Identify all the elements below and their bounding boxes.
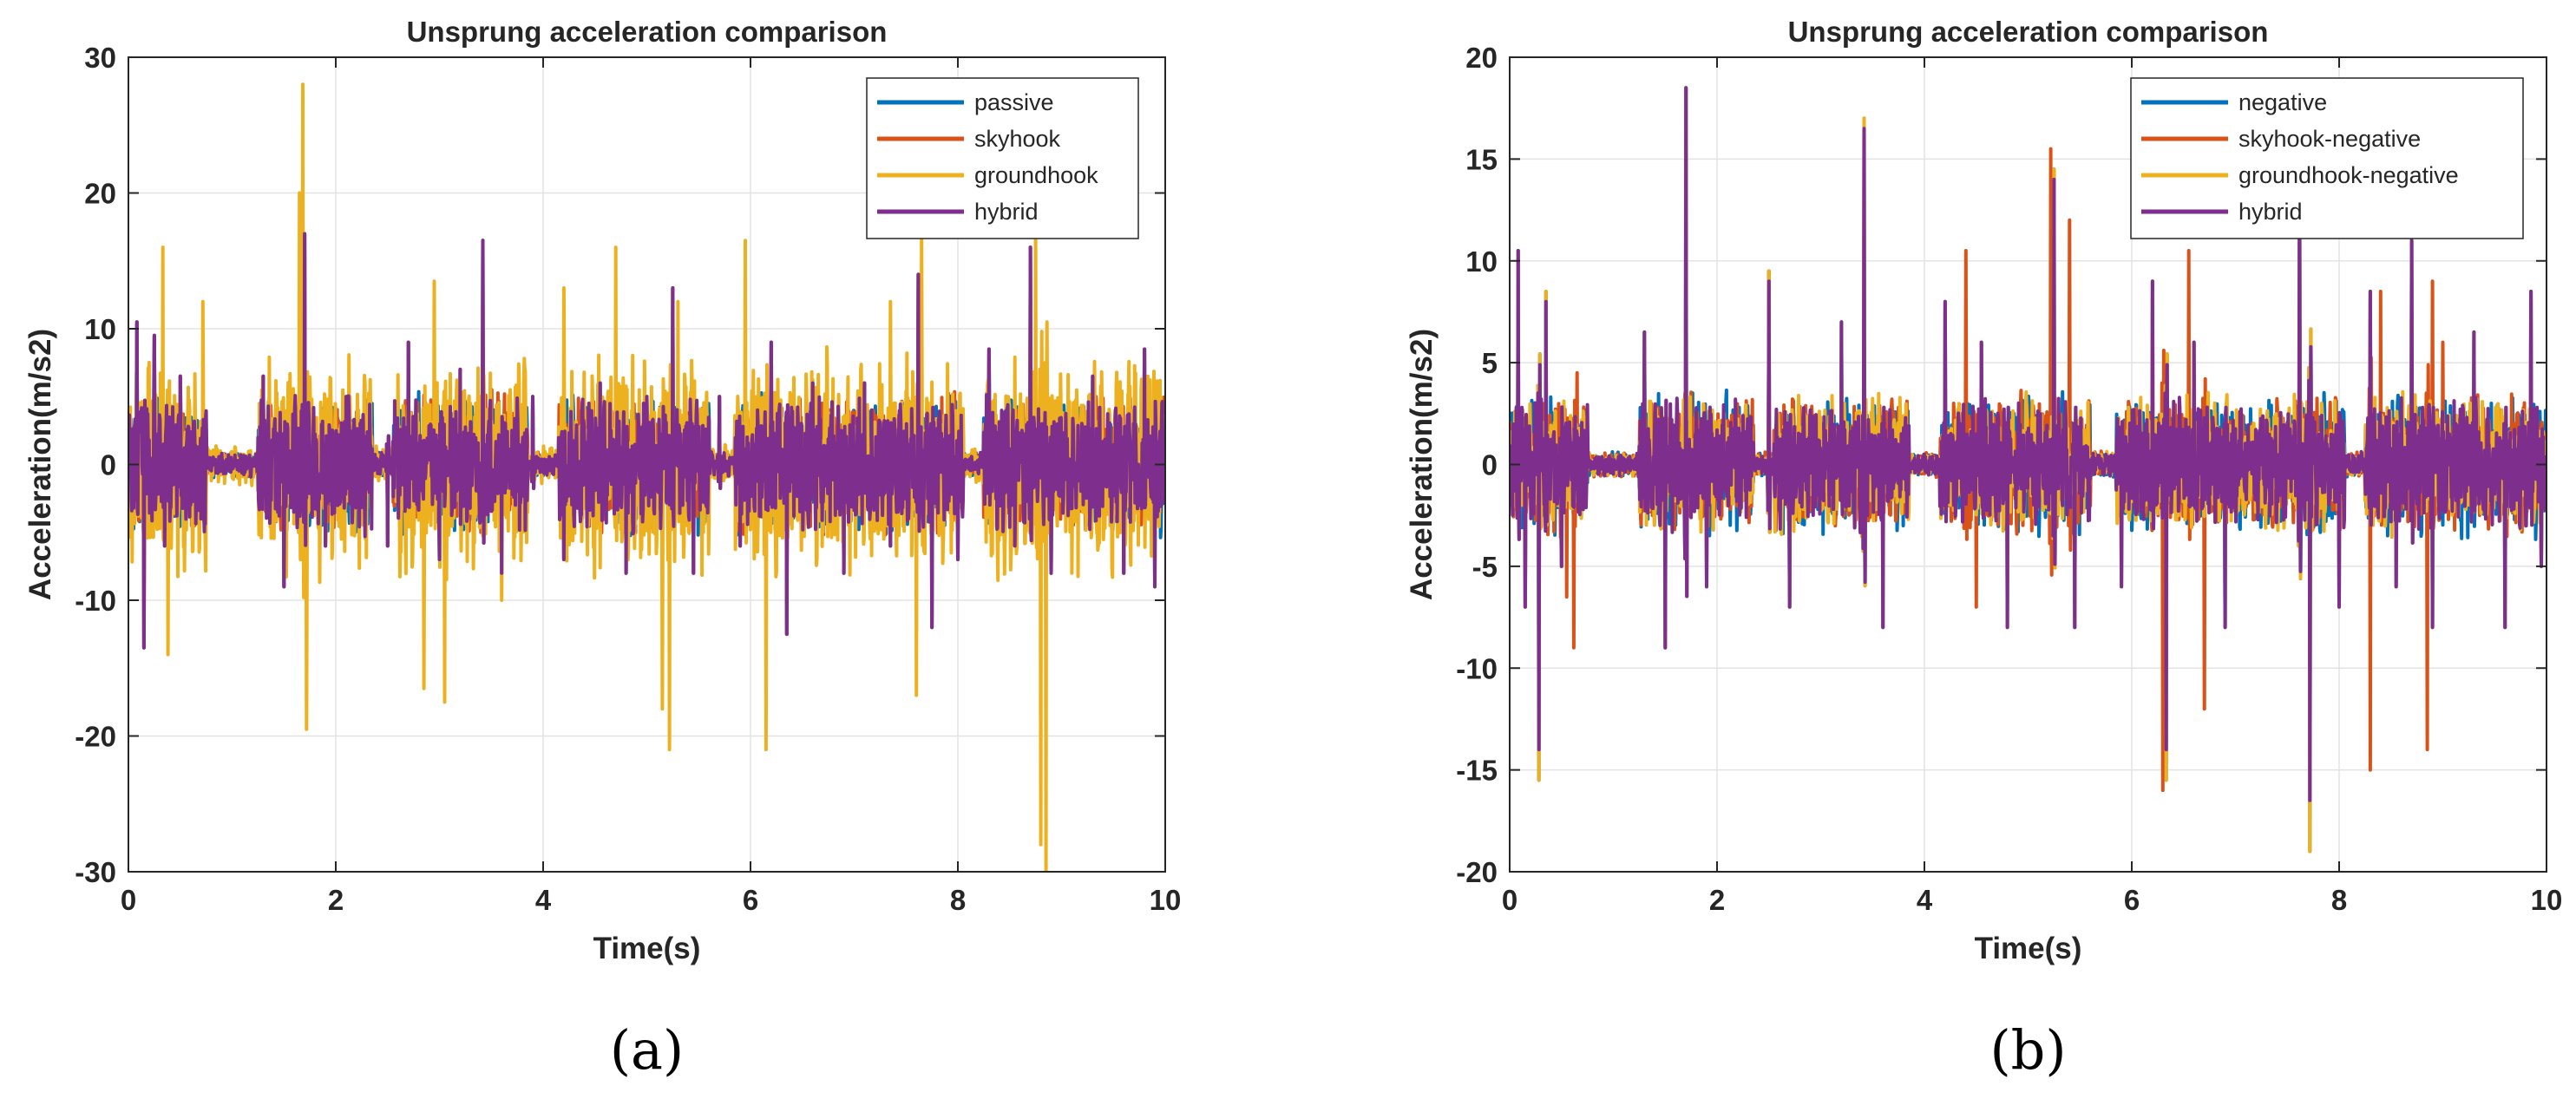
legend-label-groundhook: groundhook: [974, 162, 1098, 188]
x-tick-label: 6: [2124, 884, 2140, 916]
series-line-hybrid: [1510, 86, 2547, 802]
x-axis-label: Time(s): [593, 932, 701, 965]
y-tick-label: -15: [1456, 755, 1498, 787]
y-tick-label: -10: [75, 585, 116, 617]
series-group: [1510, 86, 2547, 854]
legend-label-groundhook-negative: groundhook-negative: [2238, 162, 2459, 188]
panel-caption: (b): [1989, 1018, 2066, 1082]
x-tick-label: 10: [2531, 884, 2563, 916]
y-axis-label: Acceleration(m/s2): [23, 329, 57, 600]
y-tick-label: 10: [84, 313, 116, 345]
legend-label-hybrid: hybrid: [974, 199, 1039, 225]
y-tick-label: 30: [84, 42, 116, 74]
series-group: [128, 82, 1165, 872]
legend-label-skyhook-negative: skyhook-negative: [2238, 126, 2421, 152]
y-tick-label: 15: [1465, 143, 1498, 175]
x-tick-label: 8: [950, 884, 966, 916]
legend: passive skyhook groundhook hybrid: [866, 77, 1139, 239]
x-tick-label: 4: [535, 884, 552, 916]
series-line-hybrid: [128, 232, 1165, 650]
legend: negative skyhook-negative groundhook-negat…: [2130, 77, 2524, 239]
legend-label-skyhook: skyhook: [974, 126, 1061, 152]
legend-label-negative: negative: [2238, 89, 2327, 115]
x-tick-label: 6: [743, 884, 758, 916]
x-tick-label: 8: [2331, 884, 2347, 916]
legend-label-passive: passive: [974, 89, 1054, 115]
y-tick-label: 20: [1465, 42, 1498, 74]
y-tick-label: -20: [1456, 856, 1498, 888]
x-axis-label: Time(s): [1975, 932, 2082, 965]
x-tick-label: 0: [1502, 884, 1517, 916]
chart-title: Unsprung acceleration comparison: [1788, 16, 2269, 48]
y-tick-label: 10: [1465, 245, 1498, 278]
chart-panel-a: 0 2 4 6 8 10 -30 -20 -10 0 10 20 30 Unsprung accelera…: [23, 16, 1181, 1082]
x-tick-label: 4: [1917, 884, 1933, 916]
chart-panel-b: 0 2 4 6 8 10 -20 -15 -10 -5 0 5 10 15 20 Unsprung accel…: [1405, 16, 2562, 1082]
x-tick-label: 2: [328, 884, 344, 916]
y-tick-label: -5: [1472, 551, 1498, 583]
y-tick-label: 0: [1482, 449, 1498, 481]
x-tick-label: 10: [1150, 884, 1182, 916]
panel-caption: (a): [610, 1018, 684, 1082]
x-tick-label: 0: [121, 884, 136, 916]
chart-title: Unsprung acceleration comparison: [407, 16, 888, 48]
y-tick-label: -30: [75, 856, 116, 888]
y-tick-label: 20: [84, 178, 116, 210]
x-tick-label: 2: [1709, 884, 1725, 916]
legend-label-hybrid: hybrid: [2238, 199, 2303, 225]
y-tick-label: -10: [1456, 652, 1498, 684]
y-tick-label: 5: [1482, 347, 1498, 379]
y-tick-label: -20: [75, 721, 116, 753]
y-tick-label: 0: [101, 449, 116, 481]
y-axis-label: Acceleration(m/s2): [1405, 329, 1439, 600]
